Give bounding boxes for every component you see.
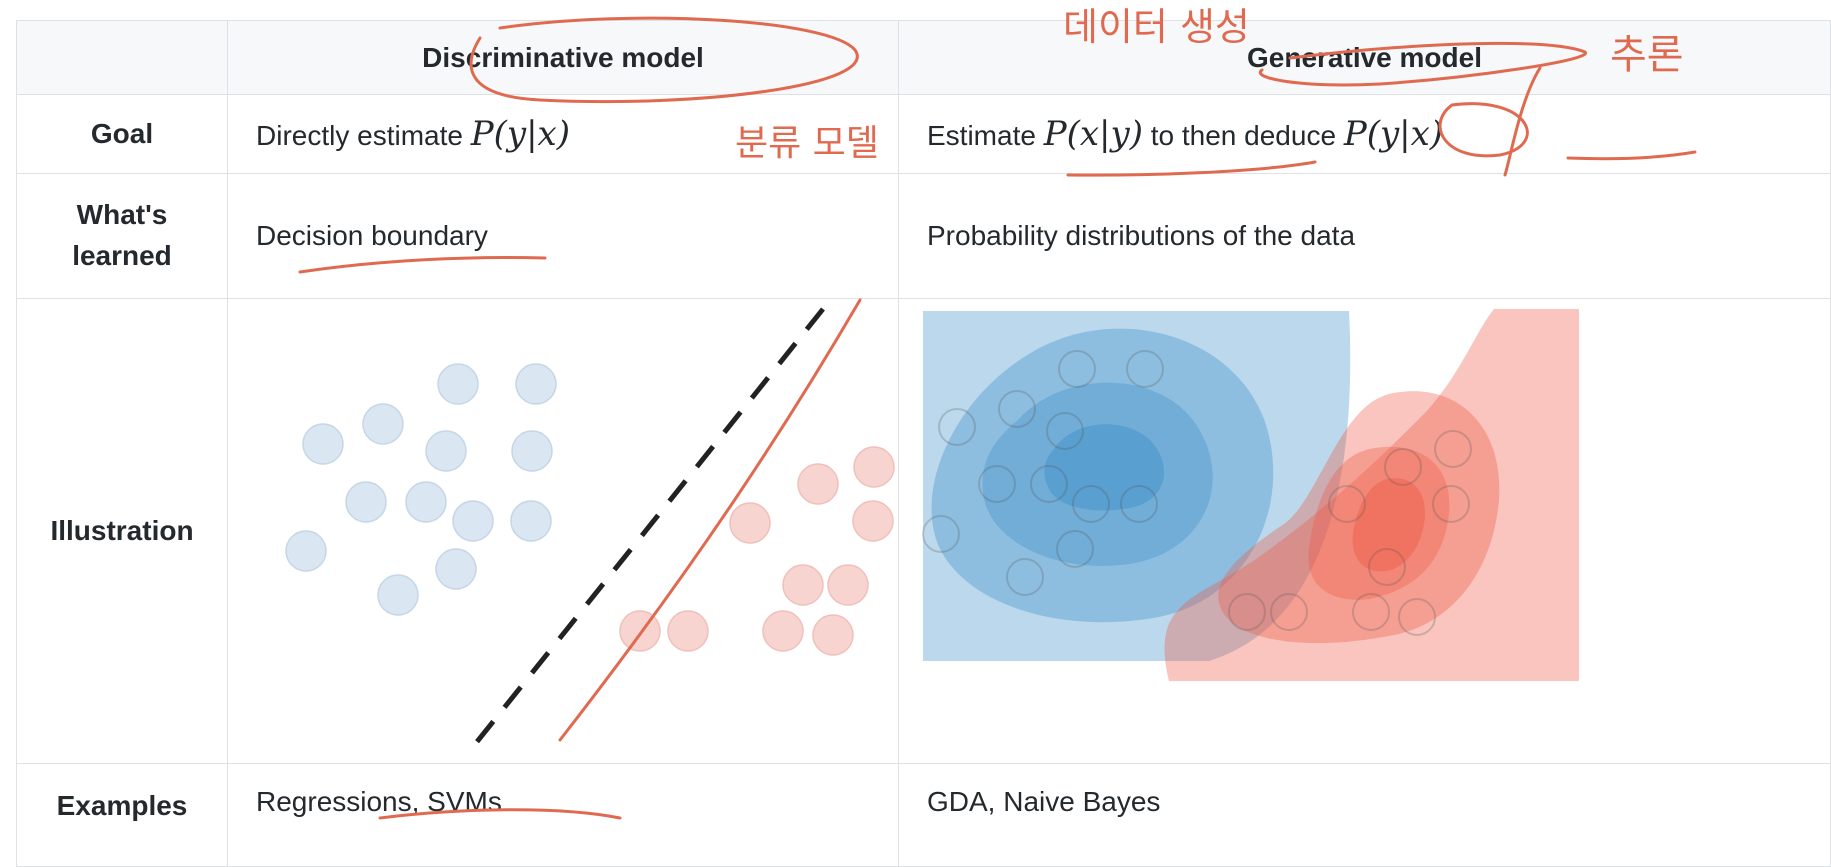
data-point [1072,485,1110,523]
learned-label: What's learned [16,173,228,299]
illustration-generative [898,298,1831,764]
header-row: Discriminative model Generative model [16,20,1831,95]
red-density-core [1352,478,1425,572]
illustration-label: Illustration [16,298,228,764]
discriminative-illustration [285,307,895,745]
data-point [1056,530,1094,568]
goal-gen-middle: to then deduce [1150,120,1337,151]
data-point [1058,350,1096,388]
red-density [1164,309,1579,681]
data-point [922,515,960,553]
data-point [978,465,1016,503]
blue-point [362,403,404,445]
data-point [1030,465,1068,503]
learned-generative: Probability distributions of the data [898,173,1831,299]
red-density-level2 [1218,391,1500,644]
red-point [619,610,661,652]
data-point [1120,485,1158,523]
blue-point [405,481,447,523]
illustration-row: Illustration [16,298,1831,764]
examples-generative: GDA, Naive Bayes [898,763,1831,867]
blue-point [425,430,467,472]
goal-generative: Estimate P(x|y) to then deduce P(y|x) [898,94,1831,174]
data-point [1006,558,1044,596]
red-point [729,502,771,544]
blue-density-level2 [931,328,1274,623]
red-density-level3 [1308,446,1450,600]
goal-gen-prefix: Estimate [927,120,1036,151]
blue-point [452,500,494,542]
learned-row: What's learned Decision boundary Probabi… [16,173,1831,299]
comparison-table: Discriminative model Generative model Go… [16,20,1831,867]
blue-point [510,500,552,542]
goal-discriminative: Directly estimate P(y|x) [227,94,899,174]
red-points [619,446,895,656]
blue-point [345,481,387,523]
header-generative: Generative model [898,20,1831,95]
goal-gen-math1: P(x|y) [1043,114,1143,154]
blue-density-outer [923,311,1351,661]
red-point [762,610,804,652]
data-point [1368,548,1406,586]
examples-row: Examples Regressions, SVMs GDA, Naive Ba… [16,763,1831,867]
data-point [998,390,1036,428]
red-point [852,500,894,542]
blue-density-core [1044,424,1165,511]
illustration-discriminative [227,298,899,764]
red-point [797,463,839,505]
goal-gen-math2: P(y|x) [1343,114,1444,154]
header-corner [16,20,228,95]
blue-point [511,430,553,472]
blue-point [302,423,344,465]
data-point [938,408,976,446]
generative-points [922,350,1472,636]
data-point [1398,598,1436,636]
examples-discriminative: Regressions, SVMs [227,763,899,867]
data-point [1434,430,1472,468]
data-point [1432,485,1470,523]
goal-disc-math: P(y|x) [470,114,570,154]
goal-label: Goal [16,94,228,174]
data-point [1046,412,1084,450]
generative-illustration [922,309,1579,681]
learned-discriminative: Decision boundary [227,173,899,299]
data-point [1270,593,1308,631]
data-point [1352,593,1390,631]
blue-point [285,530,327,572]
data-point [1328,485,1366,523]
blue-point [515,363,557,405]
blue-density [923,311,1351,661]
red-point [853,446,895,488]
red-point [812,614,854,656]
red-point [667,610,709,652]
blue-point [435,548,477,590]
data-point [1384,448,1422,486]
red-point [827,564,869,606]
goal-disc-prefix: Directly estimate [256,120,463,151]
examples-label: Examples [16,763,228,867]
red-density-outer [1164,309,1579,681]
blue-density-level3 [982,382,1213,566]
data-point [1126,350,1164,388]
blue-points [285,363,557,616]
goal-row: Goal Directly estimate P(y|x) Estimate P… [16,94,1831,174]
blue-point [377,574,419,616]
red-point [782,564,824,606]
blue-point [437,363,479,405]
data-point [1228,593,1266,631]
header-discriminative: Discriminative model [227,20,899,95]
